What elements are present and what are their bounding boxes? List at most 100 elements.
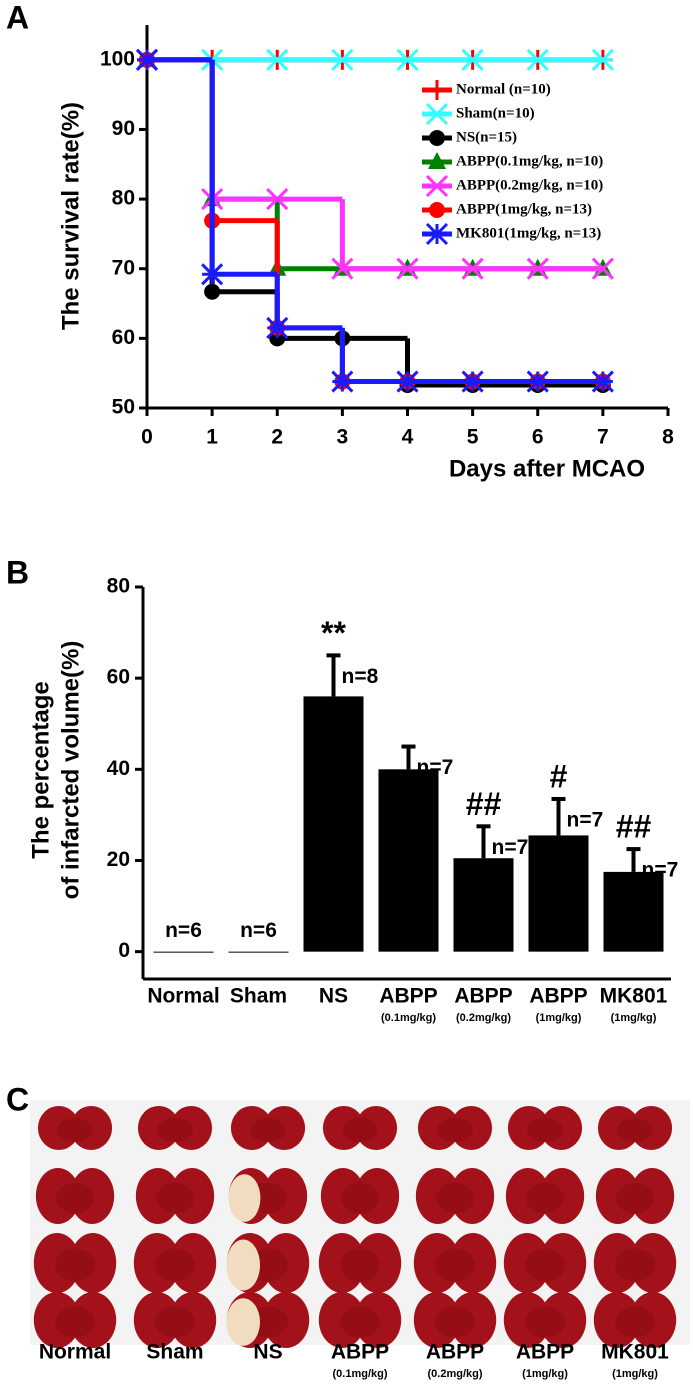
legend-entry: ABPP(1mg/kg, n=13)	[422, 201, 592, 218]
y-tick-label: 20	[107, 848, 130, 871]
marker-dot	[429, 130, 445, 146]
legend-label: NS(n=15)	[456, 129, 517, 145]
marker	[331, 48, 354, 71]
marker-stroke	[331, 370, 354, 393]
brain-slice	[37, 1106, 113, 1150]
brain-slice	[322, 1106, 398, 1150]
marker	[526, 257, 549, 280]
brain-slice	[597, 1106, 673, 1150]
legend-entry: Normal (n=10)	[422, 80, 551, 100]
bar	[228, 951, 289, 953]
legend-entry: ABPP(0.1mg/kg, n=10)	[422, 152, 603, 169]
marker	[591, 257, 614, 280]
y-tick-label: 0	[118, 939, 130, 962]
y-axis-label: The survival rate(%)	[57, 102, 84, 330]
slice-shade	[526, 1182, 564, 1214]
column-sublabel: (1mg/kg)	[612, 1368, 658, 1380]
x-tick-sublabel: (1mg/kg)	[536, 1012, 582, 1024]
y-tick-label: 60	[107, 666, 130, 689]
column-sublabel: (0.1mg/kg)	[332, 1368, 387, 1380]
bar	[453, 858, 514, 952]
brain-slice	[35, 1168, 115, 1224]
infarct-area	[226, 1298, 260, 1346]
marker-stroke	[591, 370, 614, 393]
x-tick-label: ABPP	[379, 985, 437, 1008]
x-tick-label: 7	[597, 426, 609, 449]
legend-label: ABPP(1mg/kg, n=13)	[456, 201, 592, 217]
y-tick-label: 80	[112, 187, 135, 210]
x-tick-label: ABPP	[454, 985, 512, 1008]
slice-shade	[55, 1306, 95, 1338]
n-label: n=6	[240, 919, 277, 942]
y-tick-label: 60	[112, 326, 135, 349]
column-label: MK801	[601, 1341, 669, 1364]
n-label: n=7	[417, 756, 454, 779]
marker-dot	[204, 283, 221, 300]
panel-label: A	[6, 0, 29, 35]
y-tick-label: 50	[112, 396, 135, 419]
n-label: n=7	[492, 836, 529, 859]
brain-slice	[33, 1233, 117, 1293]
marker-stroke	[591, 257, 614, 280]
x-axis-label: Days after MCAO	[449, 455, 645, 482]
slice-shade	[527, 1117, 563, 1143]
legend-label: Normal (n=10)	[456, 81, 551, 97]
marker-stroke	[461, 370, 484, 393]
n-label: n=6	[165, 919, 202, 942]
marker	[396, 257, 419, 280]
n-label: n=7	[567, 809, 604, 832]
series	[135, 48, 614, 393]
x-tick-label: ABPP	[529, 985, 587, 1008]
brain-slice	[135, 1168, 215, 1224]
legend-entry: NS(n=15)	[422, 129, 517, 146]
slice-shade	[341, 1182, 379, 1214]
marker-stroke	[331, 257, 354, 280]
column-sublabel: (0.2mg/kg)	[427, 1368, 482, 1380]
slice-shade	[155, 1248, 195, 1282]
column-label: ABPP	[516, 1341, 574, 1364]
slice-shade	[615, 1248, 655, 1282]
marker	[201, 263, 224, 286]
y-tick-label: 40	[107, 757, 130, 780]
x-tick-label: 1	[206, 426, 218, 449]
slice-shade	[615, 1306, 655, 1338]
slice-shade	[437, 1117, 473, 1143]
marker	[266, 188, 289, 211]
legend-entry: Sham(n=10)	[422, 102, 535, 126]
x-tick-label: 0	[141, 426, 153, 449]
brain-slice	[230, 1106, 306, 1150]
x-tick-label: Sham	[230, 985, 287, 1008]
marker	[526, 48, 549, 71]
significance: **	[321, 615, 346, 651]
brain-slice	[593, 1292, 677, 1348]
marker-triangle	[428, 152, 446, 169]
slice-shade	[342, 1117, 378, 1143]
x-tick-label: NS	[319, 985, 348, 1008]
slice-shade	[435, 1306, 475, 1338]
slice-shade	[525, 1306, 565, 1338]
infarct-area	[228, 1174, 261, 1222]
marker	[396, 370, 419, 393]
column-label: ABPP	[331, 1341, 389, 1364]
brain-slice	[318, 1233, 402, 1293]
y-axis-label: The percentage	[27, 681, 54, 858]
column-sublabel: (1mg/kg)	[522, 1368, 568, 1380]
x-tick-label: 6	[532, 426, 544, 449]
slice-shade	[435, 1248, 475, 1282]
slice-shade	[250, 1117, 286, 1143]
marker	[461, 257, 484, 280]
n-label: n=8	[342, 665, 379, 688]
legend-label: ABPP(0.2mg/kg, n=10)	[456, 177, 603, 193]
x-tick-label: Normal	[147, 985, 219, 1008]
marker	[135, 48, 159, 71]
column-label: Sham	[146, 1341, 203, 1364]
infarct-area	[226, 1239, 260, 1291]
y-tick-label: 80	[107, 575, 130, 598]
marker	[396, 48, 419, 71]
marker	[461, 370, 484, 393]
slice-shade	[525, 1248, 565, 1282]
brain-slice	[413, 1292, 497, 1348]
x-tick-label: 5	[467, 426, 479, 449]
panel-label: B	[6, 554, 29, 590]
x-tick-label: 4	[402, 426, 414, 449]
